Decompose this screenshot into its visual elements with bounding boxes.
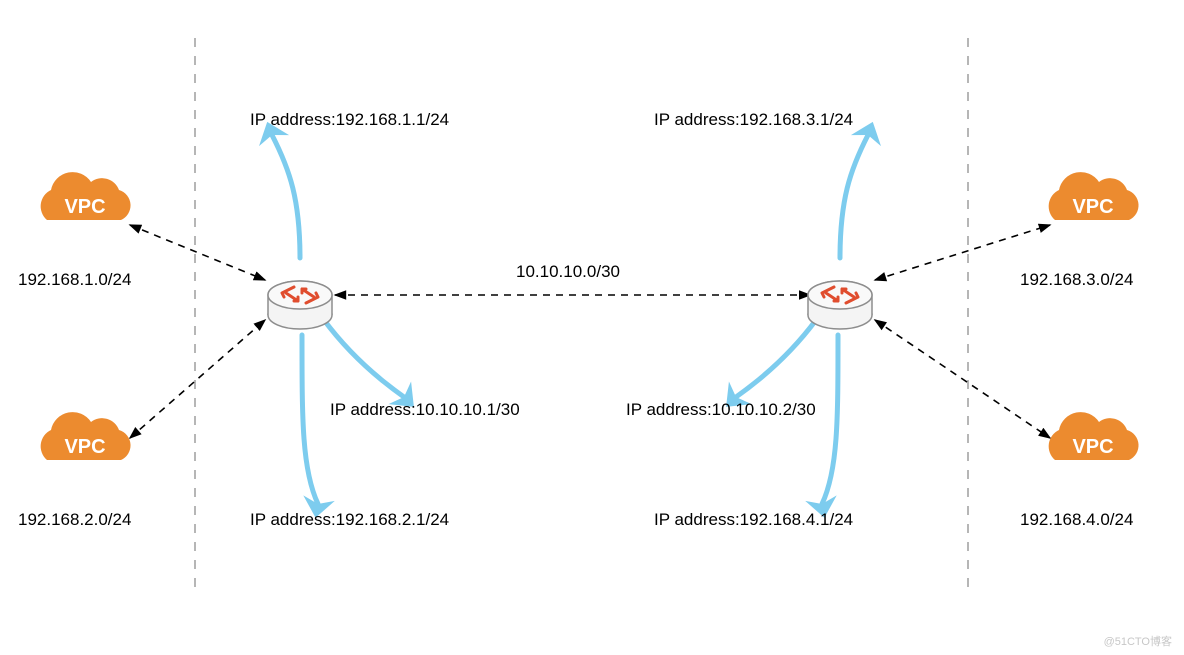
interface-curve xyxy=(736,320,816,397)
vpc-cloud: VPC xyxy=(41,412,131,460)
subnet-label: 192.168.2.0/24 xyxy=(18,510,131,530)
interface-curve xyxy=(324,320,404,397)
watermark: @51CTO博客 xyxy=(1104,633,1172,649)
subnet-label: 192.168.3.0/24 xyxy=(1020,270,1133,290)
diagram-svg: VPC VPC VPC VPC xyxy=(0,0,1184,655)
curve-arrowhead xyxy=(851,116,888,146)
diagram-canvas: VPC VPC VPC VPC 192.168.1.0/24 192.168.2.0/2… xyxy=(0,0,1184,655)
ip-address-label: IP address:10.10.10.2/30 xyxy=(626,400,816,420)
vpc-label: VPC xyxy=(1072,436,1113,458)
ip-address-label: IP address:192.168.1.1/24 xyxy=(250,110,449,130)
router-icon xyxy=(268,281,332,329)
connection-edge xyxy=(875,320,1050,438)
interface-curve xyxy=(840,135,868,258)
subnet-label: 10.10.10.0/30 xyxy=(516,262,620,282)
connection-edge xyxy=(130,225,265,280)
vpc-cloud: VPC xyxy=(41,172,131,220)
ip-address-label: IP address:192.168.2.1/24 xyxy=(250,510,449,530)
vpc-cloud: VPC xyxy=(1049,172,1139,220)
interface-curve xyxy=(302,335,318,504)
subnet-label: 192.168.1.0/24 xyxy=(18,270,131,290)
ip-address-label: IP address:10.10.10.1/30 xyxy=(330,400,520,420)
ip-address-label: IP address:192.168.3.1/24 xyxy=(654,110,853,130)
vpc-label: VPC xyxy=(64,436,105,458)
interface-curve xyxy=(822,335,838,504)
connection-edge xyxy=(130,320,265,438)
vpc-label: VPC xyxy=(64,196,105,218)
ip-address-label: IP address:192.168.4.1/24 xyxy=(654,510,853,530)
interface-curve xyxy=(272,135,300,258)
vpc-cloud: VPC xyxy=(1049,412,1139,460)
router-icon xyxy=(808,281,872,329)
subnet-label: 192.168.4.0/24 xyxy=(1020,510,1133,530)
vpc-label: VPC xyxy=(1072,196,1113,218)
